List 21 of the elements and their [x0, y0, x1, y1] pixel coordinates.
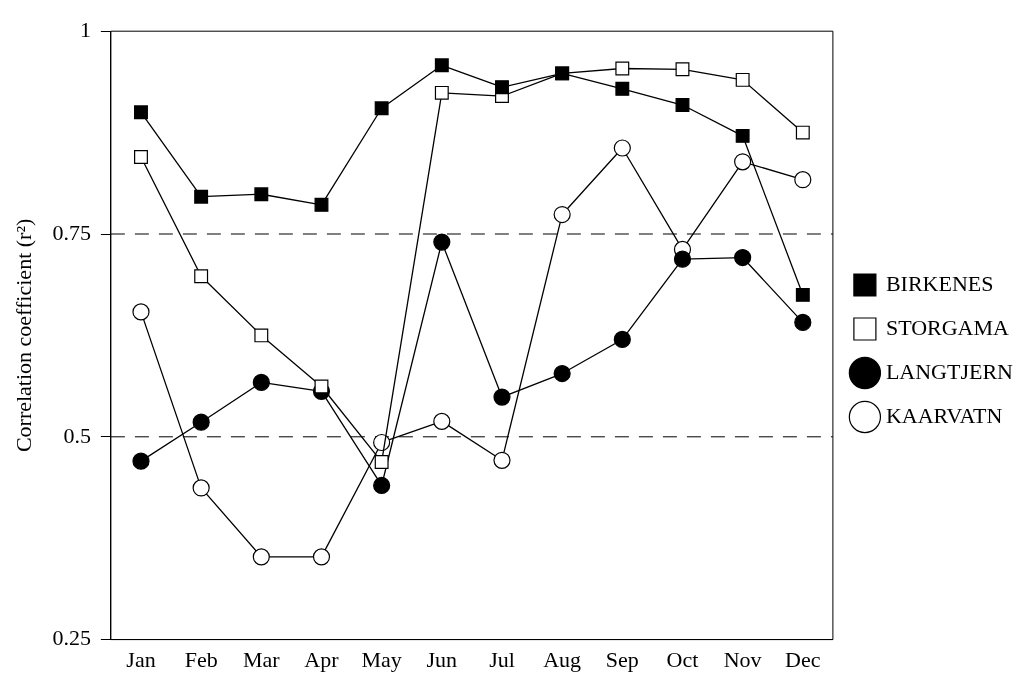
x-tick-label: Nov — [723, 646, 762, 672]
x-tick-label: Aug — [543, 646, 582, 672]
x-tick-label: Mar — [242, 646, 281, 672]
x-tick-label: Jun — [426, 646, 458, 672]
x-tick-label: Feb — [184, 646, 218, 672]
x-tick-label: Jan — [126, 646, 156, 672]
legend-label: BIRKENES — [885, 270, 994, 296]
legend-label: KAARVATN — [885, 402, 1003, 428]
x-tick-label: Oct — [666, 646, 699, 672]
x-tick-label: Apr — [304, 646, 340, 672]
legend-label: LANGTJERN — [885, 358, 1014, 384]
y-axis-title: Correlation coefficient (r²) — [10, 218, 36, 453]
y-tick-label: 1 — [79, 16, 91, 42]
y-tick-label: 0.25 — [52, 625, 91, 651]
x-tick-label: May — [361, 646, 402, 672]
x-tick-label: Dec — [785, 646, 821, 672]
x-tick-label: Sep — [605, 646, 639, 672]
y-tick-label: 0.5 — [63, 422, 91, 448]
x-tick-label: Jul — [489, 646, 515, 672]
legend-label: STORGAMA — [885, 314, 1010, 340]
y-tick-label: 0.75 — [52, 219, 91, 245]
